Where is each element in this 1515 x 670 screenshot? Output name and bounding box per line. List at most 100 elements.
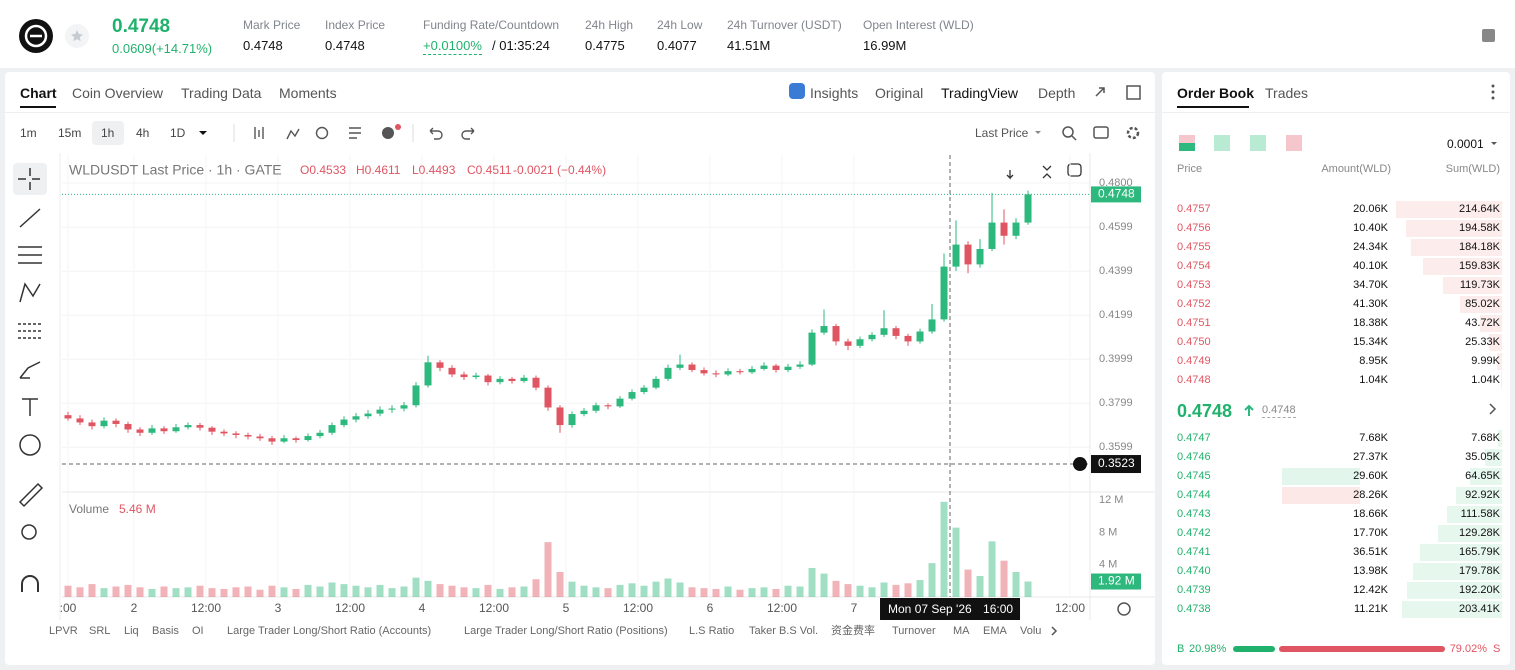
tab[interactable]: Order Book [1177,85,1255,101]
book-price[interactable]: 0.4751 [1177,317,1211,329]
line-tool[interactable] [19,208,41,228]
axis-settings[interactable] [1117,602,1131,616]
zoom-tool[interactable] [21,524,37,540]
fib-tool[interactable] [18,323,42,339]
window-icon[interactable] [1126,85,1141,100]
book-price[interactable]: 0.4739 [1177,584,1211,596]
interval[interactable]: 1h [101,126,115,140]
camera-icon[interactable] [1093,126,1109,139]
emoji-tool[interactable] [19,434,41,456]
book-amount: 1.04K [1359,374,1388,386]
lines-tool[interactable] [18,246,42,264]
book-view-icon[interactable] [1214,135,1230,151]
search-icon[interactable] [1062,126,1074,138]
volume-bar [412,577,420,597]
dropdown-icon[interactable] [1491,142,1497,145]
magnet-tool[interactable] [21,575,39,592]
book-price[interactable]: 0.4738 [1177,603,1211,615]
book-amount: 20.06K [1353,203,1388,215]
indicator-icon[interactable] [315,126,329,140]
tab[interactable]: Chart [20,85,57,101]
book-price[interactable]: 0.4746 [1177,451,1211,463]
more-icon[interactable] [1491,84,1495,88]
book-view-icon[interactable] [1286,135,1302,151]
candle-body [424,362,432,386]
pattern-tool[interactable] [19,282,41,303]
indicator[interactable]: SRL [89,625,111,637]
add-icon[interactable] [382,127,394,139]
candle-body [376,409,384,414]
book-price[interactable]: 0.4742 [1177,527,1211,539]
indicator[interactable]: 资金费率 [831,625,875,637]
candle-body [88,422,96,427]
book-price[interactable]: 0.4750 [1177,336,1211,348]
reset-icon[interactable] [1067,163,1082,177]
book-price[interactable]: 0.4753 [1177,279,1211,291]
tab[interactable]: Coin Overview [72,85,164,101]
view-tab[interactable]: Insights [810,85,859,101]
scroll-right[interactable] [1051,626,1058,636]
precision[interactable]: 0.0001 [1447,137,1484,151]
book-price[interactable]: 0.4741 [1177,546,1211,558]
crosshair-tool[interactable] [18,168,40,190]
indicator[interactable]: L.S Ratio [689,625,735,637]
text-tool[interactable] [22,398,38,416]
book-price[interactable]: 0.4743 [1177,508,1211,520]
price-type[interactable]: Last Price [975,126,1029,140]
menu-icon[interactable] [1482,29,1495,42]
indicator[interactable]: Large Trader Long/Short Ratio (Accounts) [227,625,432,637]
book-price[interactable]: 0.4755 [1177,241,1211,253]
indicator[interactable]: EMA [983,625,1007,637]
book-price[interactable]: 0.4754 [1177,260,1211,272]
book-price[interactable]: 0.4740 [1177,565,1211,577]
sell-ratio: 79.02% [1449,643,1487,655]
settings-icon[interactable] [1126,126,1140,140]
tab[interactable]: Moments [279,85,337,101]
volume-bar [940,501,948,597]
volume-bar [760,587,768,597]
dropdown-icon[interactable] [1035,131,1041,134]
book-view-icon[interactable] [1250,135,1266,151]
x-tick-label: 12:00 [623,601,653,615]
candle-body [196,425,204,428]
indicator[interactable]: Large Trader Long/Short Ratio (Positions… [464,625,668,637]
indicator[interactable]: Turnover [892,625,936,637]
candle-body [508,378,516,382]
interval[interactable]: 15m [58,126,82,140]
book-amount: 12.42K [1353,584,1388,596]
view-tab[interactable]: Original [875,85,924,101]
template-icon[interactable] [349,127,361,139]
interval[interactable]: 1m [20,126,37,140]
indicator[interactable]: OI [192,625,204,637]
expand-icon[interactable] [1095,87,1105,97]
chart-controls[interactable] [1006,165,1052,180]
dropdown-icon[interactable] [199,131,207,135]
view-tab[interactable]: TradingView [941,85,1019,101]
book-sum: 165.79K [1459,546,1500,558]
book-price[interactable]: 0.4752 [1177,298,1211,310]
undo-redo-icons[interactable] [429,127,475,140]
column-header: Sum(WLD) [1445,163,1500,175]
interval[interactable]: 4h [136,126,150,140]
tab[interactable]: Trades [1265,85,1309,101]
ruler-tool[interactable] [18,482,44,508]
interval[interactable]: 1D [170,126,186,140]
indicator[interactable]: LPVR [49,625,78,637]
book-price[interactable]: 0.4757 [1177,203,1211,215]
chart-type-icons[interactable] [254,127,300,140]
view-tab[interactable]: Depth [1038,85,1076,101]
indicator[interactable]: Volu [1020,625,1042,637]
book-price[interactable]: 0.4745 [1177,470,1211,482]
indicator[interactable]: Liq [124,625,139,637]
book-price[interactable]: 0.4749 [1177,355,1211,367]
indicator[interactable]: Taker B.S Vol. [749,625,819,637]
book-price[interactable]: 0.4748 [1177,374,1211,386]
book-price[interactable]: 0.4744 [1177,489,1211,501]
brush-tool[interactable] [19,361,41,379]
book-price[interactable]: 0.4747 [1177,432,1211,444]
chevron[interactable] [1489,403,1497,415]
indicator[interactable]: MA [953,625,970,637]
tab[interactable]: Trading Data [181,85,262,101]
book-price[interactable]: 0.4756 [1177,222,1211,234]
indicator[interactable]: Basis [152,625,179,637]
